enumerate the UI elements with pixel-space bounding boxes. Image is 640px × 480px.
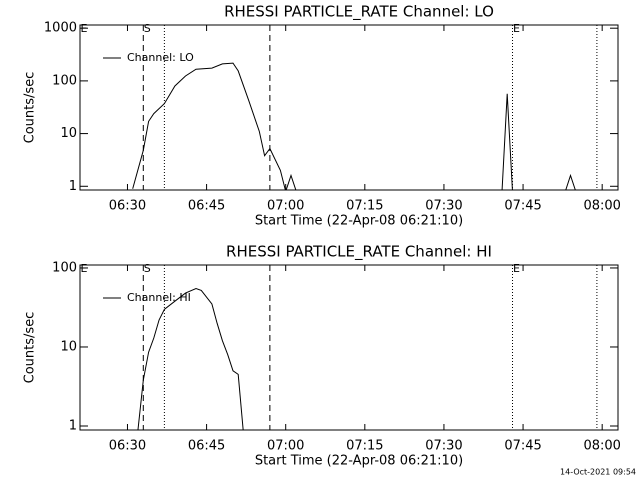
y-tick-label: 10 <box>60 339 77 354</box>
y-tick-label: 10 <box>60 126 77 141</box>
annotation: S <box>144 22 151 35</box>
x-tick-label: 06:30 <box>109 199 146 214</box>
plot-frame <box>79 264 619 431</box>
x-tick-label: 08:00 <box>583 199 620 214</box>
series-line <box>137 287 244 430</box>
x-tick-label: 07:00 <box>267 199 304 214</box>
annotation: S <box>144 262 151 275</box>
x-tick-label: 07:45 <box>504 199 541 214</box>
y-tick-label: 100 <box>52 260 77 275</box>
x-tick-label: 07:00 <box>267 439 304 454</box>
x-tick-label: 08:00 <box>583 439 620 454</box>
x-tick-label: 07:30 <box>425 439 462 454</box>
chart-title: RHESSI PARTICLE_RATE Channel: HI <box>226 243 492 262</box>
legend-label: Channel: HI <box>127 291 191 304</box>
footer: 14-Oct-2021 09:54 <box>560 468 636 477</box>
y-tick-label: 1 <box>69 179 77 194</box>
x-axis-label: Start Time (22-Apr-08 06:21:10) <box>255 214 463 229</box>
chart-title: RHESSI PARTICLE_RATE Channel: LO <box>224 3 494 22</box>
x-tick-label: 07:30 <box>425 199 462 214</box>
annotation: E <box>513 22 520 35</box>
x-tick-label: 07:15 <box>346 199 383 214</box>
x-axis-label: Start Time (22-Apr-08 06:21:10) <box>255 454 463 469</box>
plot-frame <box>79 24 619 191</box>
y-tick-label: 1 <box>69 419 77 434</box>
y-axis-label: Counts/sec <box>23 312 38 384</box>
x-tick-label: 06:45 <box>188 439 225 454</box>
y-axis-label: Counts/sec <box>23 72 38 144</box>
y-tick-label: 1000 <box>44 21 77 36</box>
annotation: E <box>513 262 520 275</box>
annotation: E <box>81 22 88 35</box>
annotation: E <box>81 262 88 275</box>
legend-label: Channel: LO <box>127 51 194 64</box>
y-tick-label: 100 <box>52 73 77 88</box>
x-tick-label: 07:45 <box>504 439 541 454</box>
x-tick-label: 06:30 <box>109 439 146 454</box>
series-line <box>132 62 576 190</box>
x-tick-label: 07:15 <box>346 439 383 454</box>
x-tick-label: 06:45 <box>188 199 225 214</box>
